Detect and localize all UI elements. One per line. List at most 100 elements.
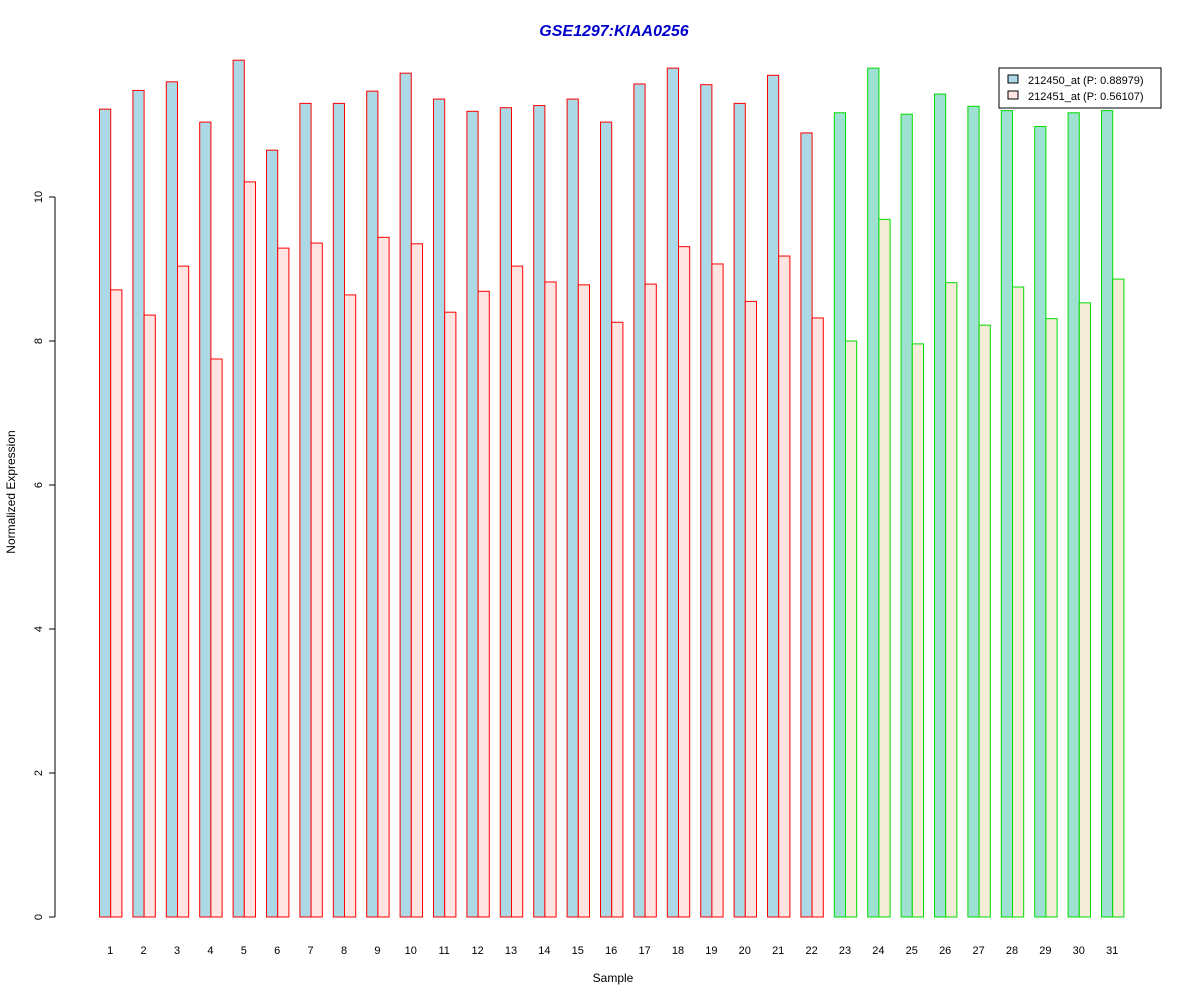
bar-sample-31-series-1 (1101, 110, 1114, 918)
x-tick-label: 17 (638, 945, 650, 957)
y-tick-label: 10 (33, 191, 45, 203)
bar-sample-20-series-2 (744, 300, 757, 918)
x-tick-label: 3 (174, 945, 180, 957)
bar-sample-13-series-1 (499, 107, 512, 918)
bar-sample-27-series-2 (978, 324, 991, 918)
bar-sample-16-series-1 (600, 121, 613, 918)
bar-sample-26-series-1 (934, 93, 947, 918)
bar-sample-13-series-2 (511, 265, 524, 918)
bar-sample-21-series-1 (767, 74, 780, 918)
bar-sample-11-series-2 (444, 311, 457, 918)
x-tick-label: 24 (872, 945, 884, 957)
legend-swatch-series-1 (1007, 74, 1019, 84)
x-tick-label: 20 (739, 945, 751, 957)
y-axis-title: Normalized Expression (4, 430, 18, 553)
bar-sample-1-series-2 (110, 289, 123, 918)
x-tick-label: 15 (572, 945, 584, 957)
bar-sample-21-series-2 (778, 255, 791, 918)
bar-sample-15-series-1 (566, 98, 579, 918)
legend-label-series-2: 212451_at (P: 0.56107) (1028, 91, 1144, 103)
bar-sample-9-series-1 (366, 90, 379, 918)
x-tick-label: 2 (141, 945, 147, 957)
x-tick-label: 27 (972, 945, 984, 957)
bar-sample-19-series-1 (700, 84, 713, 918)
bar-sample-17-series-1 (633, 83, 646, 918)
legend-label-series-1: 212450_at (P: 0.88979) (1028, 75, 1144, 87)
x-tick-label: 19 (705, 945, 717, 957)
x-tick-label: 12 (471, 945, 483, 957)
x-tick-label: 6 (274, 945, 280, 957)
x-tick-label: 26 (939, 945, 951, 957)
bar-sample-7-series-2 (310, 242, 323, 918)
bar-sample-27-series-1 (967, 105, 980, 918)
bar-sample-28-series-2 (1012, 286, 1025, 918)
legend-swatch-series-2 (1007, 90, 1019, 100)
bar-sample-6-series-2 (277, 247, 290, 918)
bar-sample-6-series-1 (266, 149, 279, 918)
bar-sample-11-series-1 (433, 98, 446, 918)
bar-sample-25-series-1 (900, 113, 913, 918)
x-tick-label: 4 (207, 945, 213, 957)
x-tick-label: 31 (1106, 945, 1118, 957)
bar-sample-14-series-1 (533, 105, 546, 918)
bar-sample-23-series-2 (845, 340, 858, 918)
bar-sample-5-series-2 (243, 181, 257, 918)
x-axis-title: Sample (593, 971, 634, 985)
x-tick-label: 8 (341, 945, 347, 957)
bar-sample-1-series-1 (99, 108, 112, 918)
y-tick-label: 6 (33, 482, 45, 488)
bar-sample-24-series-1 (867, 67, 880, 918)
bar-sample-28-series-1 (1000, 110, 1013, 918)
x-tick-label: 22 (805, 945, 817, 957)
bar-sample-30-series-1 (1067, 112, 1080, 918)
bar-sample-30-series-2 (1078, 302, 1092, 918)
bar-sample-3-series-2 (177, 265, 190, 918)
bar-sample-4-series-1 (199, 121, 212, 918)
x-tick-label: 14 (538, 945, 550, 957)
y-tick-label: 8 (33, 338, 45, 344)
bar-sample-29-series-2 (1045, 318, 1058, 918)
bar-sample-4-series-2 (210, 358, 223, 918)
x-tick-label: 23 (839, 945, 851, 957)
bar-sample-25-series-2 (911, 343, 924, 918)
legend-box (998, 67, 1162, 109)
bar-sample-15-series-2 (577, 284, 590, 918)
x-tick-label: 10 (405, 945, 417, 957)
x-tick-label: 16 (605, 945, 617, 957)
bar-sample-9-series-2 (377, 236, 390, 918)
bar-sample-22-series-1 (800, 132, 813, 918)
x-tick-label: 28 (1006, 945, 1018, 957)
legend: 212450_at (P: 0.88979) 212451_at (P: 0.5… (998, 67, 1162, 109)
bar-sample-10-series-2 (410, 243, 423, 918)
bar-sample-2-series-2 (143, 314, 156, 918)
x-tick-label: 29 (1039, 945, 1051, 957)
bar-sample-29-series-1 (1034, 125, 1047, 918)
x-tick-label: 13 (505, 945, 517, 957)
bar-sample-31-series-2 (1112, 278, 1125, 918)
bars-group (99, 59, 1125, 918)
bar-sample-23-series-1 (833, 112, 846, 918)
x-tick-label: 25 (906, 945, 918, 957)
y-axis: 0 2 4 6 8 10 (33, 191, 56, 920)
bar-sample-22-series-2 (811, 317, 824, 918)
y-tick-label: 0 (33, 914, 45, 920)
bar-sample-20-series-1 (733, 102, 746, 918)
bar-sample-3-series-1 (165, 81, 179, 918)
bar-sample-19-series-2 (711, 263, 724, 918)
bar-sample-24-series-2 (878, 218, 891, 918)
y-tick-label: 2 (33, 770, 45, 776)
y-tick-label: 4 (33, 626, 45, 632)
x-axis-labels: 1 2 3 4 5 6 7 8 9 10 11 12 13 14 15 16 17 18 19 20 21 22 23 24 2… (107, 945, 1118, 957)
bar-sample-2-series-1 (132, 89, 145, 918)
x-tick-label: 21 (772, 945, 784, 957)
x-tick-label: 7 (308, 945, 314, 957)
bar-sample-18-series-1 (666, 67, 679, 918)
x-tick-label: 9 (374, 945, 380, 957)
x-tick-label: 18 (672, 945, 684, 957)
bar-sample-17-series-2 (644, 283, 657, 918)
x-tick-label: 5 (241, 945, 247, 957)
bar-sample-10-series-1 (399, 72, 412, 918)
bar-sample-8-series-2 (344, 294, 357, 918)
